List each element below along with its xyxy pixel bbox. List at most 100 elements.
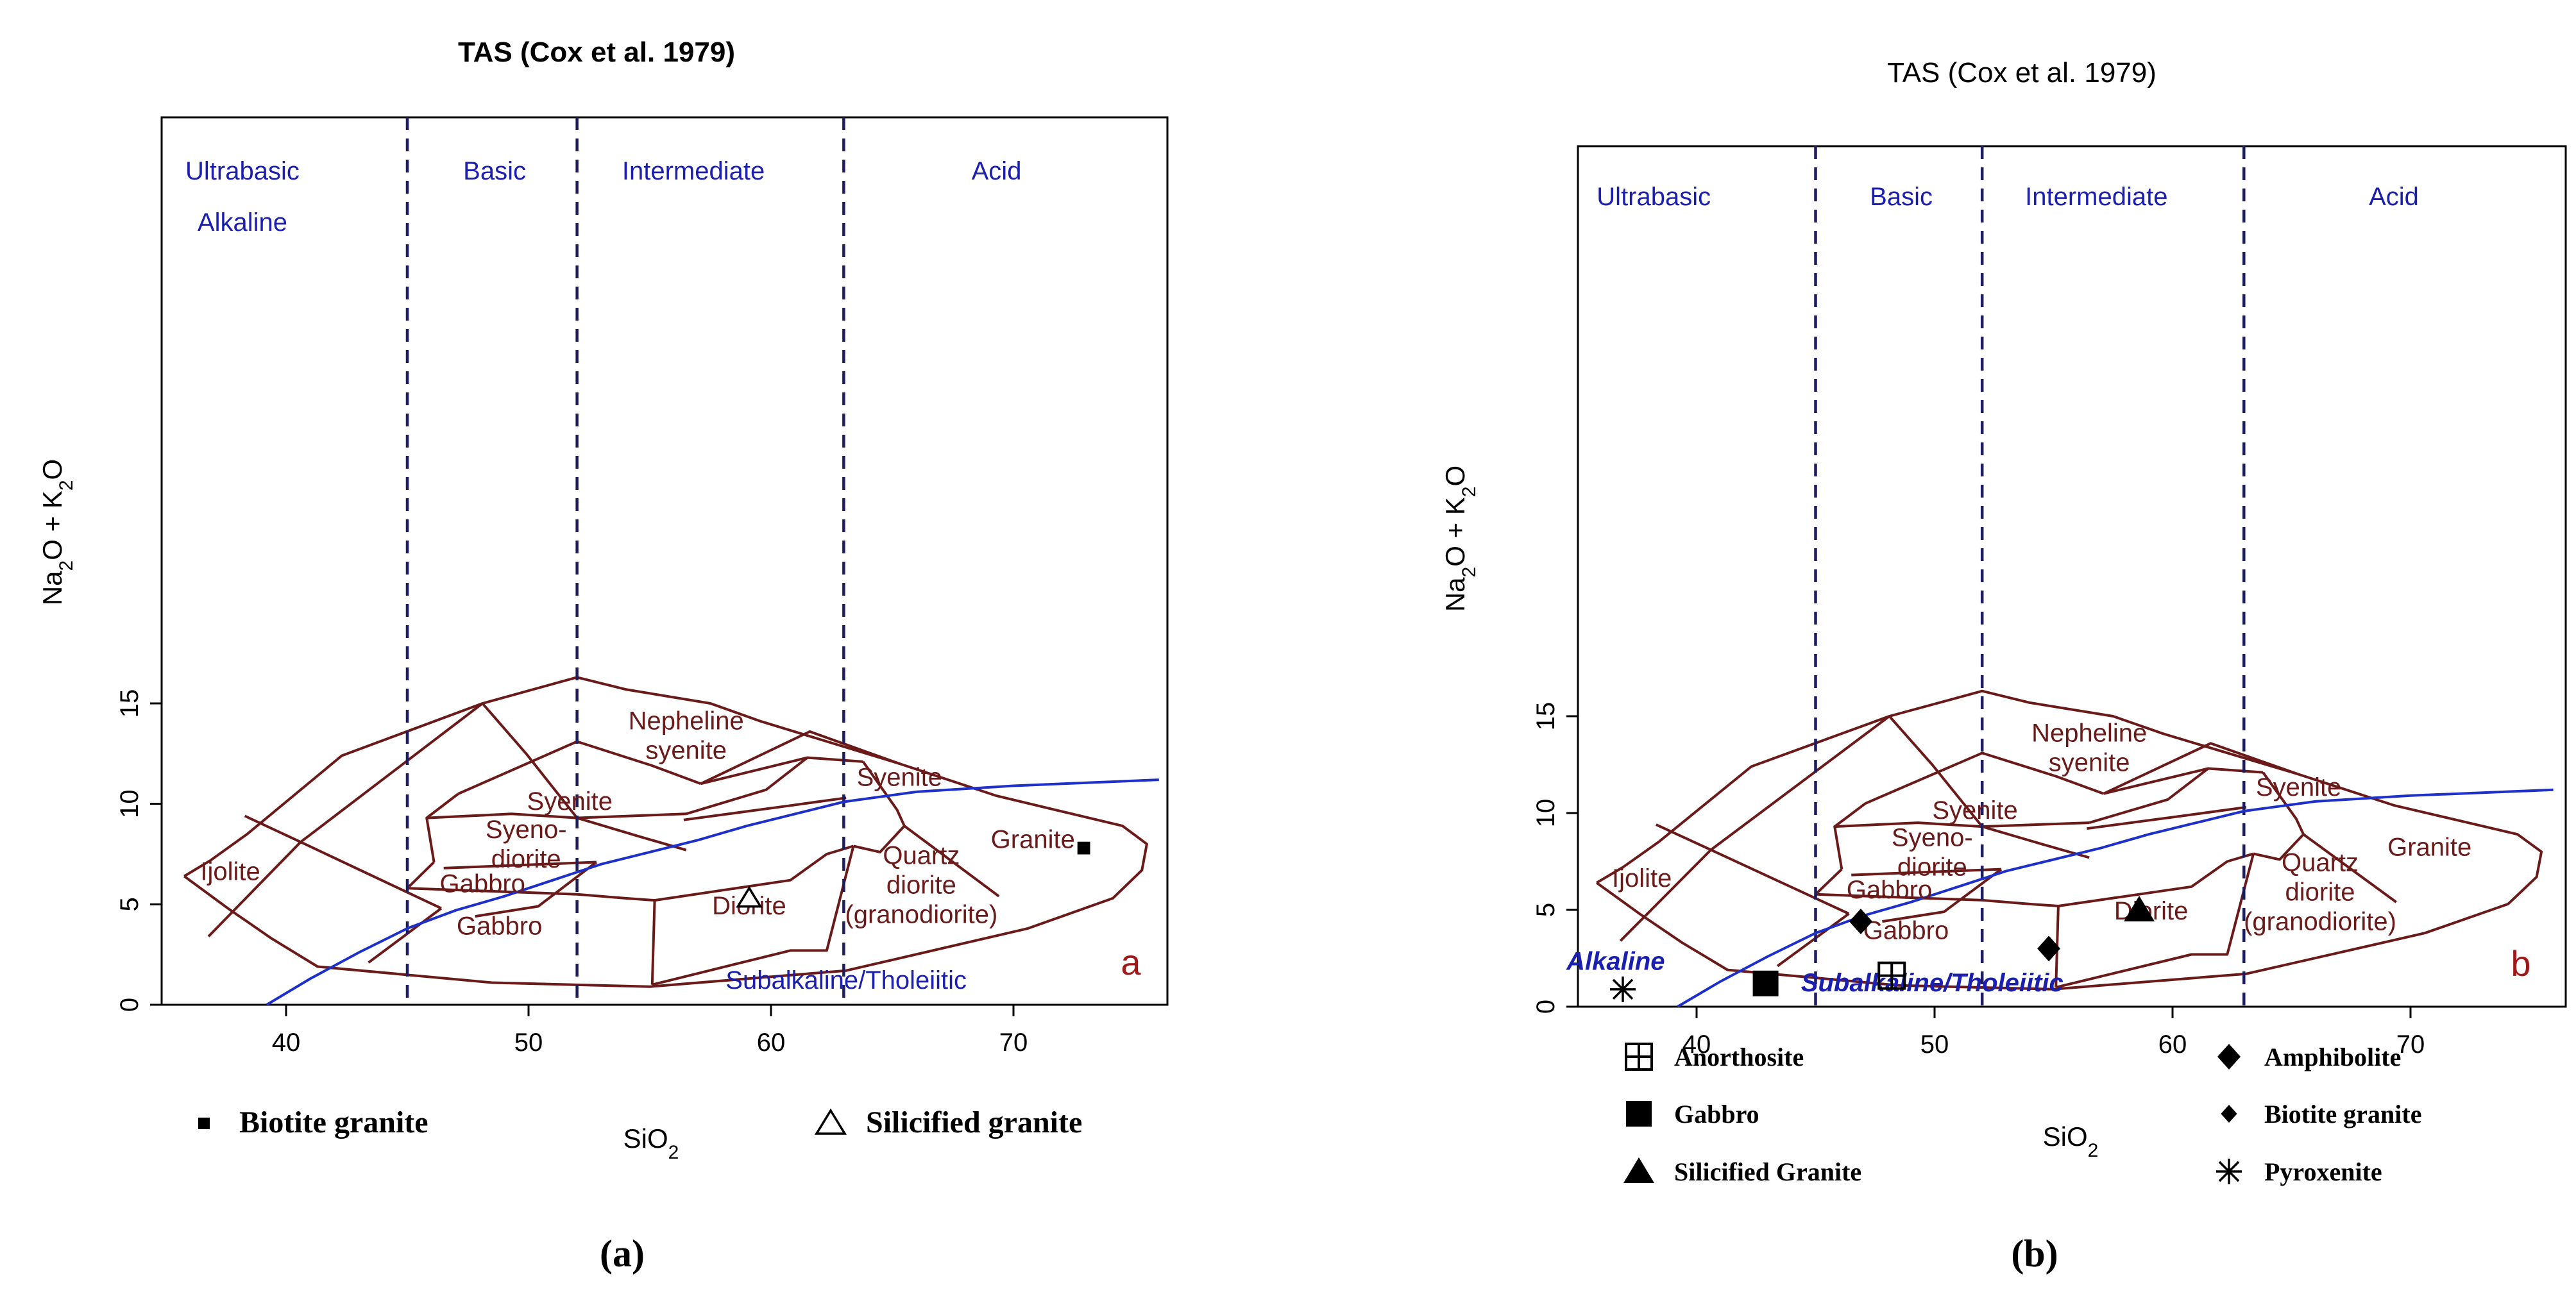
y-axis-title: Na2O + K2O xyxy=(37,459,77,605)
x-tick-label: 50 xyxy=(1920,1030,1949,1059)
legend-item: Silicified Granite xyxy=(1623,1157,1861,1186)
x-tick-label: 60 xyxy=(757,1028,786,1057)
panel-b-class-dividers xyxy=(1814,146,2246,1007)
legend-label: Pyroxenite xyxy=(2264,1157,2382,1186)
field-boundary-10 xyxy=(2103,742,2300,795)
panel-a-data-points xyxy=(736,841,1090,908)
panel-b-field-labels: Ijolite GabbroGabbroSyeno-dioriteSyeniteN… xyxy=(1612,719,2471,944)
class-label-intermediate: Intermediate xyxy=(622,157,765,185)
legend-item: Silicified granite xyxy=(814,1105,1082,1139)
panel-b-alkaline-subalkaline-curve xyxy=(1677,788,2554,1007)
point-silicified-granite xyxy=(2124,896,2155,921)
field-label-quartz-diorite: Quartz diorite (granodiorite) xyxy=(845,842,997,929)
point-silicified-granite xyxy=(736,886,763,908)
field-boundary-16 xyxy=(1815,893,2059,907)
field-boundary-2 xyxy=(207,841,302,937)
class-label-alkaline: Alkaline xyxy=(198,208,287,237)
panel-b-data-points xyxy=(1609,896,2155,1002)
panel-b-caption: (b) xyxy=(2011,1232,2058,1275)
field-boundary-5 xyxy=(300,841,442,910)
point-amphibolite xyxy=(1849,909,1872,935)
legend-marker-diamond xyxy=(2217,1044,2241,1070)
legend-marker-asterisk xyxy=(2216,1159,2242,1184)
field-boundary-4 xyxy=(481,702,579,819)
class-label-basic: Basic xyxy=(1870,183,1933,211)
field-label-syenite-lower: Syenite xyxy=(527,787,613,816)
field-boundary-5 xyxy=(1710,848,1850,915)
point-biotite-granite xyxy=(1077,841,1090,855)
field-boundary-7 xyxy=(1815,868,1843,896)
legend-label: Anorthosite xyxy=(1674,1043,1804,1071)
field-boundary-24 xyxy=(2302,833,2397,903)
panel-a: TAS (Cox et al. 1979) Ijolite Gabbro Gabbr… xyxy=(37,37,1169,1275)
panel-a-class-labels: Ultrabasic Basic Intermediate Acid Alkaline S… xyxy=(185,157,1021,995)
field-boundary-15 xyxy=(1882,868,2003,923)
field-boundary-10 xyxy=(700,730,900,785)
class-label-intermediate: Intermediate xyxy=(2025,183,2167,211)
field-label-syenodiorite: Syeno-diorite xyxy=(486,816,567,873)
field-boundary-6 xyxy=(1776,912,1850,968)
class-label-basic: Basic xyxy=(463,157,526,185)
panel-b-letter: b xyxy=(2511,943,2530,984)
point-gabbro xyxy=(1752,970,1779,996)
field-boundary-9 xyxy=(1865,751,2105,805)
field-label-nepheline-syenite: Nepheline syenite xyxy=(2031,719,2147,776)
legend-item: Pyroxenite xyxy=(2216,1157,2382,1186)
field-boundary-7 xyxy=(406,861,436,889)
field-boundary-14 xyxy=(443,860,597,869)
y-tick-label: 5 xyxy=(1532,903,1560,917)
point-anorthosite xyxy=(1877,961,1906,990)
field-label-quartz-diorite: Quartz diorite (granodiorite) xyxy=(2244,849,2396,936)
field-boundary-17 xyxy=(2058,852,2254,907)
field-boundary-17 xyxy=(654,844,854,902)
field-label-syenite-lower: Syenite xyxy=(1932,796,2017,825)
field-boundary-12 xyxy=(1835,821,2090,828)
y-tick-label: 15 xyxy=(1532,702,1560,731)
panel-a-field-labels: Ijolite GabbroGabbroSyeno-dioriteSyeniteN… xyxy=(200,707,1074,941)
panel-b-x-axis-label: SiO2 xyxy=(2043,1121,2099,1161)
field-boundary-19 xyxy=(2089,767,2209,825)
x-tick-label: 60 xyxy=(2158,1030,2187,1059)
field-boundary-16 xyxy=(407,887,655,902)
class-label-ultrabasic: Ultrabasic xyxy=(185,157,300,185)
field-label-nepheline-syenite: Nepheline syenite xyxy=(629,707,744,765)
field-label-gabbro-upper: Gabbro xyxy=(1847,876,1932,904)
y-tick-label: 10 xyxy=(1532,799,1560,828)
legend-marker-square-cross xyxy=(1625,1043,1653,1071)
legend-marker-diamond-small xyxy=(2221,1105,2237,1123)
legend-marker-square-small xyxy=(198,1118,210,1129)
field-boundary-3 xyxy=(1710,715,1890,852)
point-amphibolite xyxy=(2037,936,2061,962)
class-label-subalkaline: Subalkaline/Tholeiitic xyxy=(1801,969,2063,997)
class-label-ultrabasic: Ultrabasic xyxy=(1597,183,1711,211)
field-label-ijolite: Ijolite xyxy=(1612,864,1672,893)
panel-a-field-lines xyxy=(183,676,1148,988)
legend-marker-square-filled xyxy=(1626,1101,1652,1127)
field-boundary-19 xyxy=(686,757,808,816)
field-boundary-4 xyxy=(1888,715,1983,828)
alkaline-curve-line xyxy=(266,778,1159,1005)
field-boundary-21 xyxy=(650,900,656,985)
field-boundary-24 xyxy=(903,825,1000,898)
legend-label: Amphibolite xyxy=(2264,1043,2401,1071)
panel-b-legend: Anorthosite Gabbro Silicified Granite Amphi… xyxy=(1623,1043,2422,1186)
panel-b-y-axis-label: Na2O + K2O xyxy=(1440,466,1480,612)
y-tick-label: 5 xyxy=(115,897,144,911)
x-tick-label: 40 xyxy=(1682,1030,1711,1059)
field-boundary-18 xyxy=(2087,805,2247,830)
legend-label: Biotite granite xyxy=(239,1105,428,1139)
class-label-acid: Acid xyxy=(2369,183,2419,211)
field-label-gabbro-lower: Gabbro xyxy=(457,912,542,940)
field-boundary-9 xyxy=(457,740,702,795)
field-boundary-0 xyxy=(183,676,1148,988)
panel-b-field-lines xyxy=(1596,689,2543,991)
field-label-syenite-upper: Syenite xyxy=(2256,773,2341,802)
field-boundary-2 xyxy=(1619,848,1712,942)
class-label-alkaline: Alkaline xyxy=(1566,948,1665,976)
field-boundary-3 xyxy=(300,702,484,843)
legend-item: Gabbro xyxy=(1626,1100,1759,1129)
field-boundary-8 xyxy=(1833,802,1867,869)
legend-label: Silicified granite xyxy=(866,1105,1082,1139)
legend-label: Gabbro xyxy=(1674,1100,1759,1129)
